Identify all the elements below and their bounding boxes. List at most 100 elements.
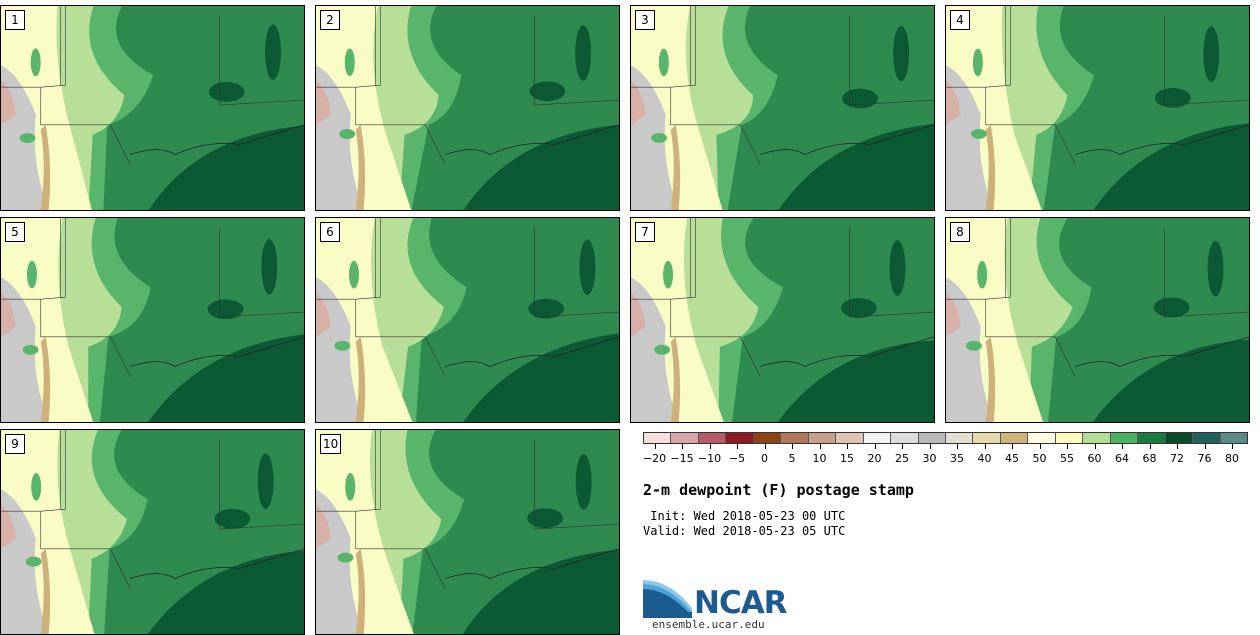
colorbar-tick-label: 55 <box>1060 452 1074 465</box>
colorbar-tick-label: 20 <box>867 452 882 465</box>
logo-wordmark: NCAR <box>694 585 788 621</box>
logo-url: ensemble.ucar.edu <box>652 618 765 631</box>
colorbar-tick-label: 10 <box>812 452 827 465</box>
member-panel-1[interactable]: 1 <box>0 5 305 211</box>
member-panel-5[interactable]: 5 <box>0 217 305 423</box>
valid-time: Valid: Wed 2018-05-23 05 UTC <box>643 524 846 538</box>
colorbar-tick-label: 40 <box>977 452 992 465</box>
colorbar-tick-label: 60 <box>1087 452 1102 465</box>
colorbar-tick-label: 64 <box>1115 452 1129 465</box>
colorbar-tick <box>1204 444 1206 449</box>
colorbar-tick <box>984 444 986 449</box>
colorbar-tick <box>847 444 848 449</box>
member-number: 5 <box>5 222 25 242</box>
colorbar-tick-label: −20 <box>642 452 667 465</box>
colorbar-tick-label: −15 <box>670 452 694 465</box>
colorbar-swatch <box>836 433 864 443</box>
ncar-swoosh-icon <box>643 580 692 618</box>
colorbar-tick-label: −10 <box>697 452 722 465</box>
colorbar-tick <box>737 444 738 449</box>
colorbar-swatch <box>781 433 809 443</box>
colorbar-swatch <box>1138 433 1166 443</box>
dewpoint-map <box>1 218 304 422</box>
member-number: 10 <box>320 434 342 454</box>
member-panel-10[interactable]: 10 <box>315 429 620 635</box>
colorbar-tick-label: 50 <box>1032 452 1047 465</box>
dewpoint-map <box>946 6 1249 210</box>
dewpoint-map <box>631 218 934 422</box>
colorbar-tick-label: 15 <box>840 452 854 465</box>
colorbar-swatch <box>945 433 974 443</box>
colorbar-swatch <box>1000 433 1029 443</box>
colorbar-tick-label: 0 <box>761 452 768 465</box>
member-panel-2[interactable]: 2 <box>315 5 620 211</box>
colorbar-swatch <box>1193 433 1221 443</box>
colorbar-tick-label: 72 <box>1170 452 1184 465</box>
colorbar-swatch <box>753 433 782 443</box>
dewpoint-map <box>631 6 934 210</box>
colorbar-tick <box>1012 444 1013 449</box>
colorbar-swatch <box>891 433 919 443</box>
member-panel-4[interactable]: 4 <box>945 5 1250 211</box>
colorbar-tick <box>1122 444 1123 449</box>
member-number: 1 <box>5 10 25 30</box>
plot-title: 2-m dewpoint (F) postage stamp <box>643 481 914 499</box>
member-number: 8 <box>950 222 970 242</box>
colorbar-tick <box>929 444 931 449</box>
colorbar-tick-label: 35 <box>950 452 964 465</box>
init-time: Init: Wed 2018-05-23 00 UTC <box>643 509 846 523</box>
colorbar-tick <box>1039 444 1041 449</box>
colorbar-tick-label: 80 <box>1225 452 1239 465</box>
member-number: 6 <box>320 222 340 242</box>
colorbar-ticks: −20 −15 −10 −5 0 5 10 15 20 25 30 35 40 45 50 55 60 64 68 7… <box>643 444 1248 466</box>
colorbar-tick <box>764 444 766 449</box>
colorbar-swatch <box>1055 433 1084 443</box>
dewpoint-map <box>1 6 304 210</box>
colorbar-swatch <box>698 433 727 443</box>
member-number: 3 <box>635 10 655 30</box>
colorbar-tick <box>654 444 656 449</box>
colorbar-tick <box>1149 444 1151 449</box>
colorbar-tick <box>682 444 683 449</box>
colorbar-swatch <box>1028 433 1056 443</box>
colorbar-tick-label: 5 <box>788 452 796 465</box>
member-number: 4 <box>950 10 970 30</box>
dewpoint-map <box>316 430 619 634</box>
colorbar-tick-label: 45 <box>1005 452 1019 465</box>
member-panel-3[interactable]: 3 <box>630 5 935 211</box>
dewpoint-map <box>316 218 619 422</box>
colorbar-swatch <box>1110 433 1139 443</box>
colorbar-tick-label: −5 <box>728 452 746 465</box>
time-info: Init: Wed 2018-05-23 00 UTC Valid: Wed 20… <box>643 509 845 539</box>
colorbar-swatch <box>644 433 672 443</box>
ncar-logo[interactable]: NCAR ensemble.ucar.edu <box>642 578 792 634</box>
colorbar-tick <box>1094 444 1096 449</box>
colorbar-tick <box>902 444 903 449</box>
member-panel-7[interactable]: 7 <box>630 217 935 423</box>
dewpoint-map <box>1 430 304 634</box>
colorbar-tick-label: 30 <box>922 452 937 465</box>
colorbar-swatch <box>1083 433 1111 443</box>
dewpoint-colorbar <box>643 432 1248 444</box>
colorbar-tick <box>1067 444 1068 449</box>
member-number: 9 <box>5 434 25 454</box>
colorbar-tick-label: 76 <box>1197 452 1212 465</box>
colorbar-swatch <box>808 433 837 443</box>
colorbar-tick <box>709 444 711 449</box>
colorbar-tick <box>1232 444 1233 449</box>
colorbar-swatch <box>1165 433 1194 443</box>
colorbar-tick <box>819 444 821 449</box>
colorbar-tick <box>1177 444 1178 449</box>
colorbar-tick <box>957 444 958 449</box>
colorbar-swatch <box>671 433 699 443</box>
dewpoint-map <box>946 218 1249 422</box>
member-panel-8[interactable]: 8 <box>945 217 1250 423</box>
member-number: 7 <box>635 222 655 242</box>
colorbar-tick <box>874 444 876 449</box>
colorbar-tick-label: 68 <box>1142 452 1157 465</box>
colorbar-swatch <box>918 433 946 443</box>
member-panel-9[interactable]: 9 <box>0 429 305 635</box>
colorbar-swatch <box>973 433 1001 443</box>
member-number: 2 <box>320 10 340 30</box>
member-panel-6[interactable]: 6 <box>315 217 620 423</box>
